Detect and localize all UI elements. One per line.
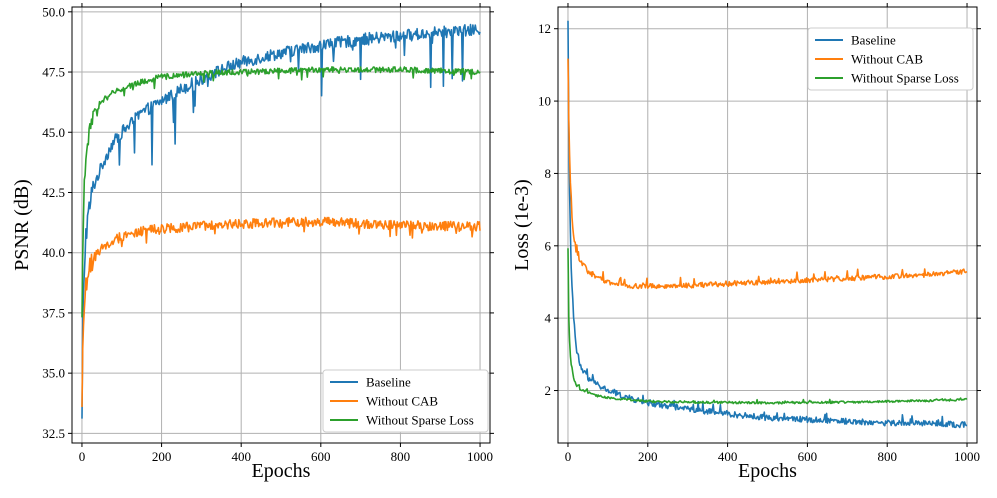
legend-label-baseline: Baseline [851,33,896,48]
series-line-without-cab [81,216,481,408]
x-tick-label: 1000 [467,449,493,464]
y-tick-label: 45.0 [42,125,65,140]
x-tick-label: 200 [152,449,172,464]
series-line-baseline [567,20,968,429]
x-axis-title: Epochs [252,460,311,482]
legend: Baseline Without CAB Without Sparse Loss [807,27,974,91]
y-tick-label: 32.5 [42,426,65,441]
y-tick-label: 40.0 [42,245,65,260]
x-axis-title: Epochs [738,460,797,482]
x-tick-label: 600 [798,449,818,464]
legend-label-without-cab: Without CAB [851,52,923,67]
legend-label-without-sparse-loss: Without Sparse Loss [366,413,474,428]
y-axis-title: PSNR (dB) [11,179,33,271]
y-tick-label: 6 [545,238,552,253]
x-tick-label: 200 [638,449,658,464]
y-tick-label: 4 [545,311,552,326]
psnr-chart: 0 200 400 600 800 1000 32.5 35.0 37.5 40.0 42.5 45.… [11,3,494,482]
x-tick-label: 0 [79,449,86,464]
y-tick-label: 37.5 [42,305,65,320]
legend-label-without-sparse-loss: Without Sparse Loss [851,71,959,86]
legend-box [322,369,489,433]
x-tick-label: 800 [391,449,411,464]
x-tick-label: 600 [311,449,331,464]
y-tick-label: 35.0 [42,366,65,381]
y-axis-title: Loss (1e-3) [511,179,533,271]
x-tick-label: 800 [877,449,897,464]
x-tick-label: 400 [231,449,251,464]
x-tick-label: 0 [565,449,572,464]
series-line-without-sparse-loss [567,248,968,405]
legend-label-baseline: Baseline [366,375,411,390]
y-tick-label: 42.5 [42,185,65,200]
x-tick-label: 400 [718,449,738,464]
legend-box [807,27,974,91]
y-tick-label: 8 [545,166,552,181]
series-line-without-sparse-loss [81,66,481,318]
x-tick-label: 1000 [954,449,980,464]
plot-frame [71,6,491,444]
legend-label-without-cab: Without CAB [366,394,438,409]
series-line-baseline [81,23,481,419]
y-tick-label: 10 [538,94,551,109]
y-tick-label: 12 [538,21,551,36]
y-tick-label: 47.5 [42,65,65,80]
plot-frame [557,6,978,444]
y-tick-label: 50.0 [42,4,65,19]
legend: Baseline Without CAB Without Sparse Loss [322,369,489,433]
loss-chart: 0 200 400 600 800 1000 2 4 6 8 10 12 Epochs Loss (1e-… [511,3,981,482]
y-tick-label: 2 [545,383,552,398]
series-line-without-cab [567,58,968,290]
